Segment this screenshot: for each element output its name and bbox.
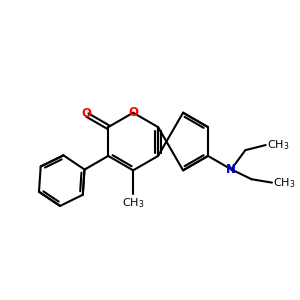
Text: N: N: [226, 163, 236, 176]
Text: CH$_3$: CH$_3$: [273, 176, 296, 190]
Text: CH$_3$: CH$_3$: [122, 196, 144, 210]
Text: O: O: [81, 107, 91, 120]
Text: CH$_3$: CH$_3$: [267, 138, 290, 152]
Text: O: O: [128, 106, 138, 119]
